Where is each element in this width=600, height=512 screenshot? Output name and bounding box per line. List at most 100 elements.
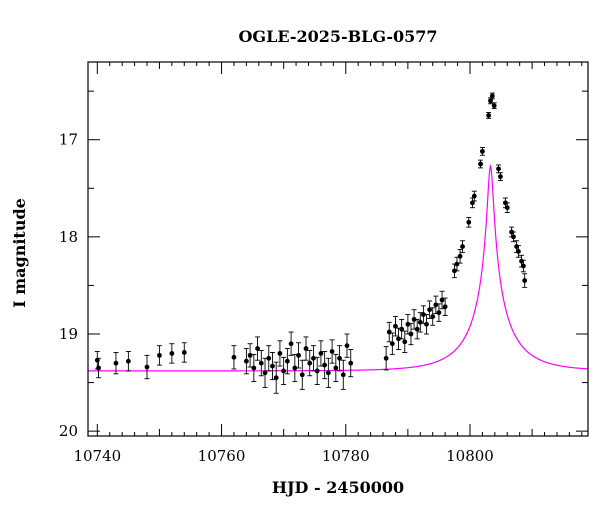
data-point — [314, 356, 320, 385]
y-tick-label: 18 — [59, 228, 78, 246]
data-point — [515, 245, 521, 258]
point-marker — [318, 351, 324, 356]
point-marker — [348, 360, 354, 366]
axes-frame: 17 18 19 20 10740 10760 10780 10800 — [59, 61, 589, 465]
data-point — [269, 352, 275, 381]
point-marker — [386, 329, 392, 335]
point-marker — [498, 174, 503, 180]
x-tick-label: 10740 — [73, 447, 121, 465]
point-marker — [511, 234, 516, 240]
point-marker — [333, 365, 339, 371]
chart-title: OGLE-2025-BLG-0577 — [238, 27, 437, 46]
data-point — [156, 345, 162, 366]
point-marker — [292, 365, 298, 371]
point-marker — [471, 193, 477, 199]
data-point — [125, 351, 131, 372]
data-point — [281, 356, 287, 385]
data-point — [329, 339, 335, 364]
point-marker — [311, 355, 316, 361]
data-point — [522, 273, 528, 288]
point-marker — [516, 249, 521, 254]
point-marker — [491, 103, 497, 109]
data-point — [389, 332, 395, 355]
point-marker — [243, 358, 249, 364]
point-marker — [113, 360, 119, 366]
data-point — [251, 353, 257, 383]
point-marker — [144, 364, 150, 370]
data-point — [496, 164, 502, 174]
point-marker — [454, 261, 460, 267]
data-point — [325, 357, 331, 388]
point-marker — [299, 372, 305, 378]
data-point — [231, 345, 237, 370]
point-marker — [231, 354, 237, 360]
data-point — [344, 333, 350, 358]
data-point — [478, 159, 484, 169]
data-point — [288, 331, 294, 356]
data-point — [504, 202, 510, 214]
point-marker — [489, 93, 495, 99]
point-marker — [251, 365, 257, 371]
data-point — [427, 300, 433, 319]
point-marker — [504, 205, 510, 211]
data-point — [284, 348, 290, 375]
point-marker — [442, 304, 448, 310]
point-marker — [389, 341, 395, 347]
point-marker — [439, 297, 445, 303]
model-line — [88, 163, 588, 372]
data-point — [439, 290, 445, 310]
point-marker — [329, 349, 335, 354]
point-marker — [496, 166, 501, 172]
data-point — [442, 297, 448, 316]
point-marker — [273, 375, 279, 381]
data-point — [408, 322, 414, 346]
point-marker — [247, 352, 253, 358]
data-point — [430, 307, 436, 326]
point-marker — [262, 370, 268, 376]
y-axis-label: I magnitude — [10, 198, 29, 308]
point-marker — [258, 360, 264, 366]
point-marker — [157, 352, 162, 358]
data-point — [340, 359, 346, 390]
data-point — [436, 303, 442, 322]
point-marker — [433, 302, 439, 308]
point-marker — [405, 321, 411, 327]
point-marker — [169, 351, 175, 356]
data-point — [296, 342, 302, 369]
y-tick-label: 20 — [59, 422, 78, 440]
data-point — [144, 354, 150, 380]
point-marker — [125, 358, 131, 364]
data-point — [310, 345, 316, 372]
data-point — [318, 340, 324, 367]
point-marker — [478, 161, 483, 167]
point-marker — [277, 351, 283, 356]
point-marker — [96, 365, 101, 371]
point-marker — [337, 355, 342, 361]
data-point — [292, 353, 298, 383]
point-marker — [281, 368, 287, 374]
point-marker — [424, 321, 429, 327]
data-point — [96, 357, 102, 379]
point-marker — [181, 350, 187, 355]
point-marker — [303, 346, 309, 351]
point-marker — [522, 278, 528, 283]
point-marker — [340, 372, 346, 378]
point-marker — [307, 360, 313, 366]
data-point — [273, 361, 279, 394]
point-marker — [266, 355, 272, 361]
data-point — [466, 216, 472, 228]
point-marker — [480, 148, 485, 154]
point-marker — [402, 339, 408, 345]
point-marker — [288, 341, 294, 347]
data-point — [460, 240, 466, 253]
data-point — [277, 340, 283, 367]
data-point — [489, 92, 495, 100]
point-marker — [344, 343, 350, 349]
point-marker — [383, 355, 389, 361]
data-point — [386, 321, 392, 343]
point-marker — [488, 98, 493, 104]
point-marker — [460, 244, 465, 249]
data-point — [333, 353, 339, 383]
data-point — [497, 172, 503, 181]
